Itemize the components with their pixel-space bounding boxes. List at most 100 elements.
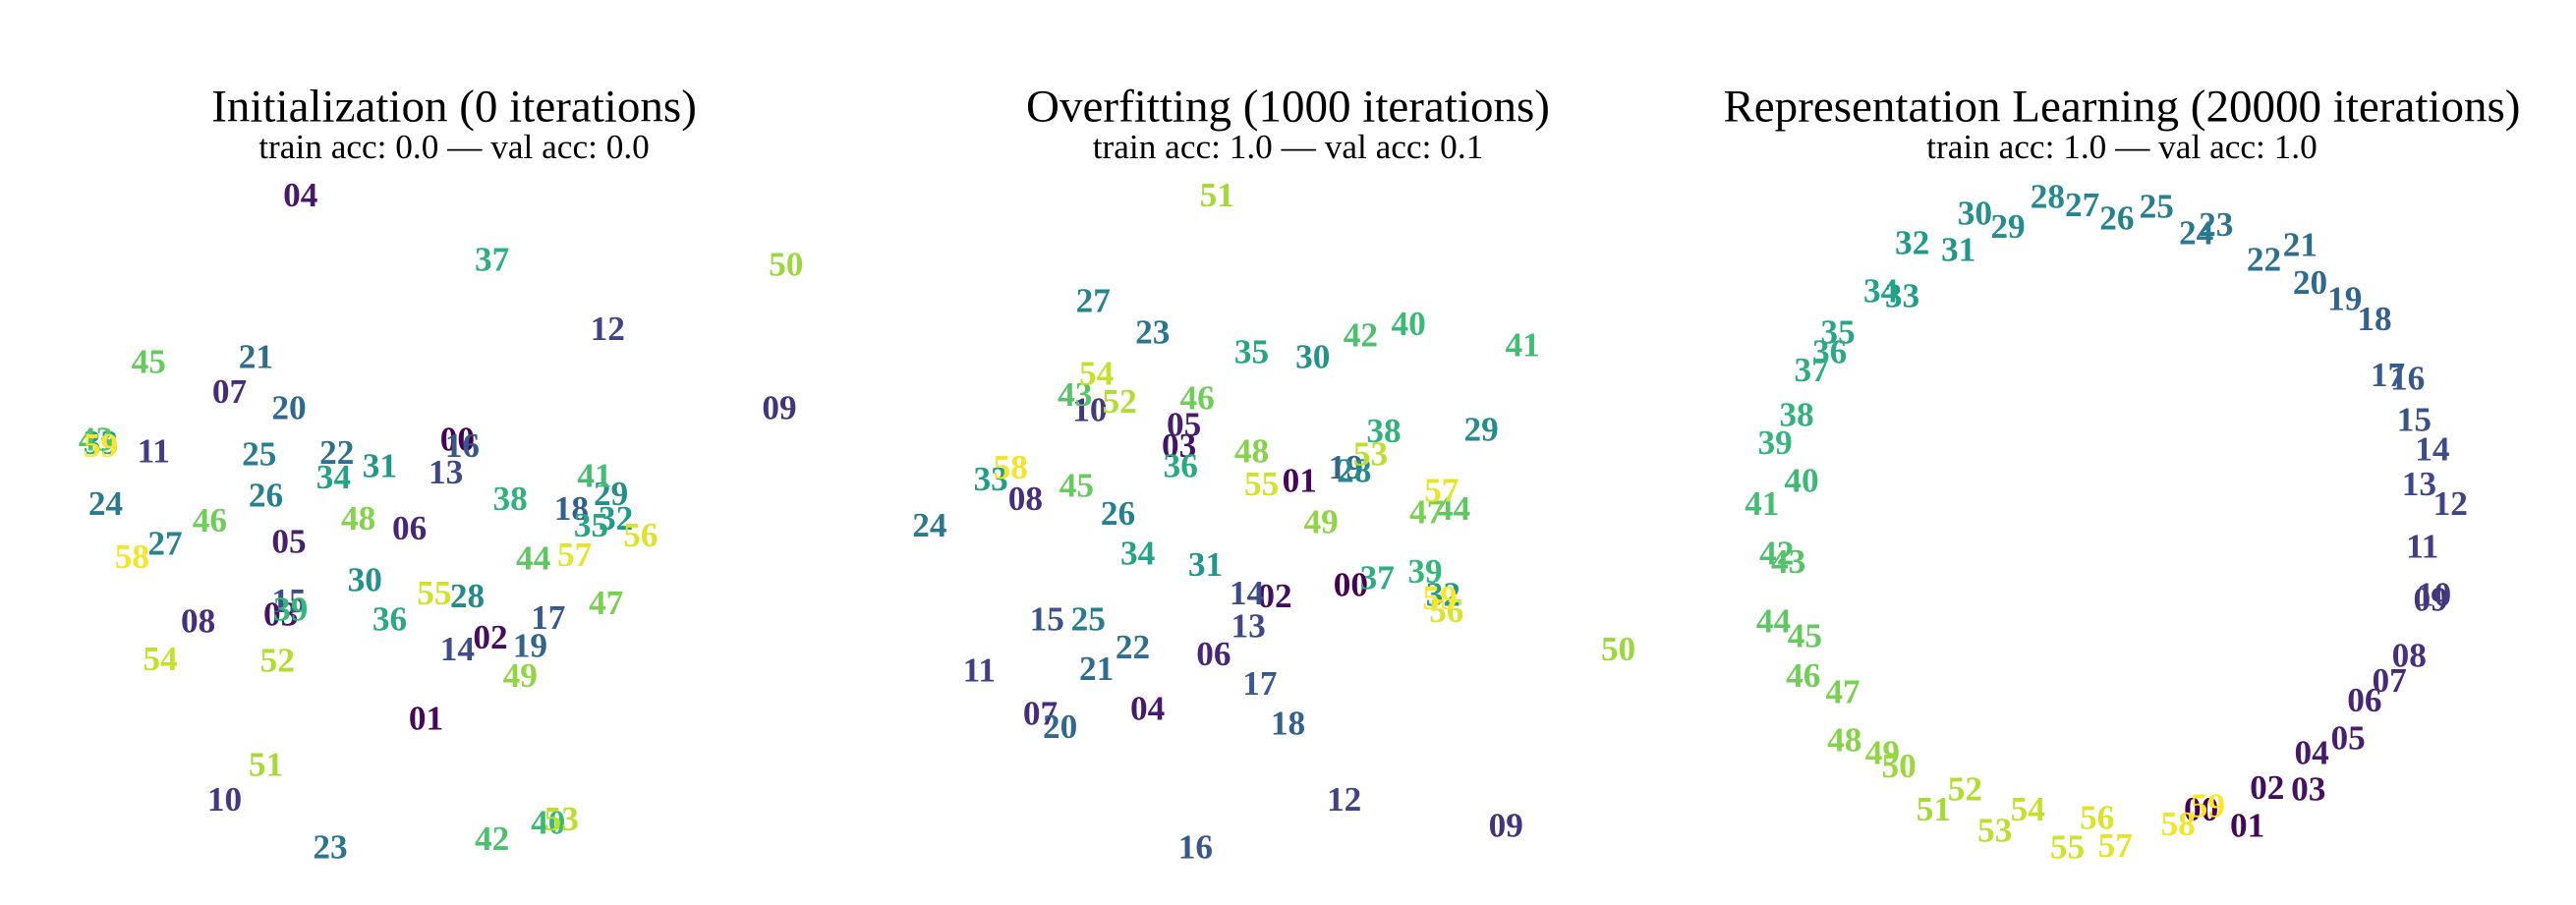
point-label: 55 bbox=[1244, 465, 1279, 503]
panel-subtitle: train acc: 1.0 — val acc: 1.0 bbox=[1926, 128, 2318, 166]
point-label: 40 bbox=[531, 803, 565, 841]
point-label: 53 bbox=[1977, 812, 2012, 850]
point-label: 02 bbox=[2250, 768, 2284, 807]
point-label: 15 bbox=[1030, 600, 1064, 639]
point-label: 46 bbox=[1179, 379, 1214, 418]
point-label: 59 bbox=[1422, 579, 1457, 617]
point-label: 01 bbox=[1283, 462, 1317, 500]
point-label: 21 bbox=[239, 338, 273, 376]
point-label: 57 bbox=[557, 536, 592, 574]
point-label: 16 bbox=[445, 426, 480, 465]
point-label: 12 bbox=[1327, 780, 1361, 819]
point-label: 37 bbox=[1360, 559, 1395, 597]
point-label: 44 bbox=[1436, 489, 1470, 528]
point-label: 06 bbox=[1196, 635, 1231, 673]
point-label: 07 bbox=[1023, 694, 1058, 732]
point-label: 33 bbox=[973, 460, 1007, 498]
point-label: 56 bbox=[2080, 798, 2114, 836]
point-label: 44 bbox=[1756, 601, 1791, 640]
point-label: 28 bbox=[1337, 451, 1371, 489]
point-label: 34 bbox=[1120, 534, 1155, 572]
point-label: 06 bbox=[2347, 681, 2381, 719]
point-label: 18 bbox=[1271, 704, 1305, 742]
point-label: 11 bbox=[2406, 528, 2438, 566]
point-label: 32 bbox=[1895, 224, 1929, 262]
point-label: 17 bbox=[2371, 356, 2405, 394]
point-label: 36 bbox=[372, 600, 407, 639]
point-label: 28 bbox=[450, 577, 485, 615]
point-label: 48 bbox=[341, 499, 375, 537]
point-label: 35 bbox=[1234, 332, 1269, 370]
point-label: 49 bbox=[1303, 503, 1338, 541]
point-label: 08 bbox=[1008, 480, 1043, 518]
point-label: 26 bbox=[1101, 494, 1135, 533]
point-label: 23 bbox=[1135, 312, 1170, 351]
point-label: 11 bbox=[963, 651, 996, 690]
point-label: 47 bbox=[1825, 673, 1860, 711]
point-label: 45 bbox=[132, 343, 166, 381]
point-label: 30 bbox=[1958, 194, 1992, 232]
point-label: 43 bbox=[79, 421, 113, 459]
point-label: 31 bbox=[363, 446, 397, 484]
point-label: 21 bbox=[1079, 650, 1114, 688]
point-label: 59 bbox=[84, 426, 118, 465]
point-label: 55 bbox=[2050, 828, 2085, 867]
panel-title: Initialization (0 iterations) bbox=[211, 82, 697, 133]
point-label: 46 bbox=[1786, 656, 1820, 695]
point-label: 53 bbox=[1353, 435, 1388, 474]
point-label: 52 bbox=[260, 642, 295, 680]
panel-subtitle: train acc: 0.0 — val acc: 0.0 bbox=[258, 128, 650, 166]
point-label: 33 bbox=[84, 424, 118, 462]
point-label: 15 bbox=[271, 582, 306, 620]
point-label: 18 bbox=[2357, 300, 2391, 338]
point-label: 51 bbox=[1917, 790, 1951, 828]
point-label: 39 bbox=[1758, 424, 1793, 462]
point-label: 11 bbox=[138, 431, 170, 470]
point-label: 56 bbox=[1429, 592, 1463, 630]
point-label: 14 bbox=[440, 630, 475, 668]
point-label: 30 bbox=[1295, 338, 1330, 376]
point-label: 29 bbox=[594, 475, 628, 513]
point-label: 56 bbox=[623, 516, 658, 554]
point-label: 15 bbox=[2397, 400, 2432, 438]
point-label: 30 bbox=[348, 560, 382, 598]
point-label: 31 bbox=[1941, 230, 1975, 268]
point-label: 54 bbox=[2011, 790, 2045, 828]
point-label: 25 bbox=[1071, 600, 1106, 639]
point-label: 20 bbox=[271, 389, 306, 427]
point-label: 22 bbox=[1116, 628, 1150, 666]
point-label: 48 bbox=[1827, 720, 1861, 759]
point-label: 09 bbox=[1489, 807, 1523, 845]
point-label: 04 bbox=[1130, 689, 1165, 727]
point-label: 45 bbox=[1059, 467, 1094, 505]
point-label: 18 bbox=[554, 489, 589, 528]
point-label: 52 bbox=[1948, 770, 1982, 809]
point-label: 51 bbox=[249, 745, 283, 783]
point-label: 42 bbox=[475, 820, 509, 858]
point-label: 20 bbox=[1043, 707, 1077, 746]
point-label: 59 bbox=[2191, 787, 2225, 825]
point-label: 43 bbox=[1058, 375, 1092, 414]
point-label: 03 bbox=[2291, 770, 2325, 809]
point-label: 52 bbox=[1102, 382, 1136, 421]
point-label: 08 bbox=[181, 601, 215, 640]
point-label: 27 bbox=[1076, 281, 1111, 319]
point-label: 00 bbox=[2184, 790, 2218, 828]
point-label: 35 bbox=[1820, 312, 1855, 351]
point-label: 26 bbox=[249, 477, 283, 515]
point-label: 50 bbox=[1601, 630, 1635, 668]
point-label: 35 bbox=[574, 506, 608, 544]
point-label: 07 bbox=[2373, 661, 2407, 700]
point-label: 02 bbox=[473, 618, 507, 656]
point-label: 22 bbox=[319, 433, 354, 472]
point-label: 01 bbox=[2230, 807, 2264, 845]
point-label: 04 bbox=[283, 176, 317, 214]
point-label: 53 bbox=[544, 800, 579, 838]
point-label: 09 bbox=[2414, 580, 2448, 618]
point-label: 38 bbox=[1366, 412, 1401, 450]
point-label: 38 bbox=[1779, 395, 1813, 433]
point-label: 55 bbox=[417, 574, 451, 612]
point-label: 16 bbox=[2390, 359, 2425, 397]
point-label: 51 bbox=[1200, 176, 1234, 214]
point-label: 36 bbox=[1812, 332, 1847, 370]
